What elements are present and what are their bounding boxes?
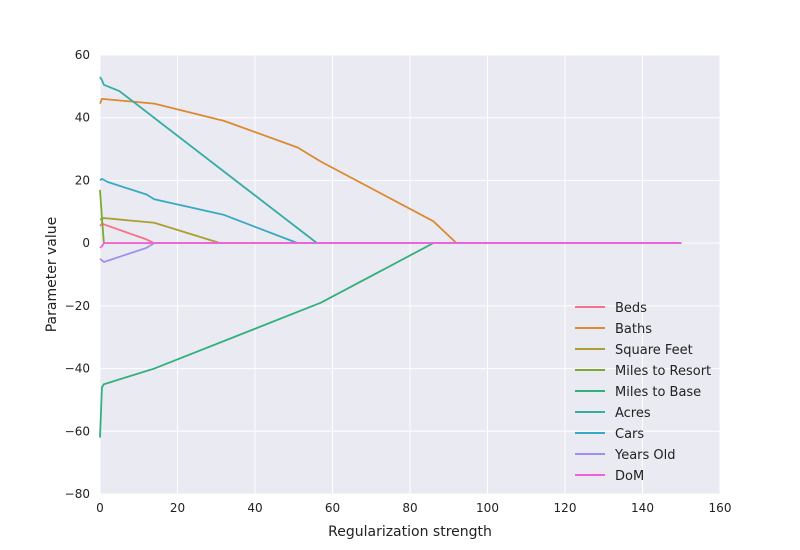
legend-label: Beds bbox=[615, 301, 647, 316]
x-tick-label: 60 bbox=[325, 501, 340, 515]
legend-label: Acres bbox=[615, 406, 651, 421]
y-tick-label: −60 bbox=[65, 424, 90, 438]
x-tick-label: 140 bbox=[631, 501, 654, 515]
x-tick-label: 0 bbox=[96, 501, 104, 515]
y-tick-label: −80 bbox=[65, 487, 90, 501]
y-tick-label: 40 bbox=[75, 111, 90, 125]
legend-label: Cars bbox=[615, 427, 644, 442]
y-tick-label: −40 bbox=[65, 362, 90, 376]
x-tick-label: 160 bbox=[709, 501, 732, 515]
x-tick-label: 120 bbox=[554, 501, 577, 515]
legend-label: Square Feet bbox=[615, 343, 693, 358]
series-line-baths bbox=[99, 98, 682, 245]
series-layer bbox=[99, 76, 682, 438]
legend-label: Baths bbox=[615, 322, 652, 337]
y-tick-label: 60 bbox=[75, 48, 90, 62]
x-tick-label: 100 bbox=[476, 501, 499, 515]
series-line-cars bbox=[99, 177, 682, 245]
x-axis-label: Regularization strength bbox=[328, 524, 492, 540]
legend: Beds Baths Square Feet Miles to Resort Miles… bbox=[575, 301, 711, 484]
series-line-dom bbox=[99, 242, 682, 249]
legend-label: DoM bbox=[615, 469, 644, 484]
legend-label: Years Old bbox=[614, 448, 676, 463]
y-tick-label: −20 bbox=[65, 299, 90, 313]
y-tick-label: 20 bbox=[75, 173, 90, 187]
legend-label: Miles to Resort bbox=[615, 364, 711, 379]
x-tick-label: 20 bbox=[170, 501, 185, 515]
y-tick-label: 0 bbox=[82, 236, 90, 250]
x-tick-label: 40 bbox=[247, 501, 262, 515]
x-tick-label: 80 bbox=[402, 501, 417, 515]
legend-label: Miles to Base bbox=[615, 385, 701, 400]
y-axis-label: Parameter value bbox=[44, 217, 60, 333]
tick-labels: 0 20 40 60 80 100 120 140 160 −80 −60 −40 −20 0 20 40 60 bbox=[65, 48, 732, 515]
